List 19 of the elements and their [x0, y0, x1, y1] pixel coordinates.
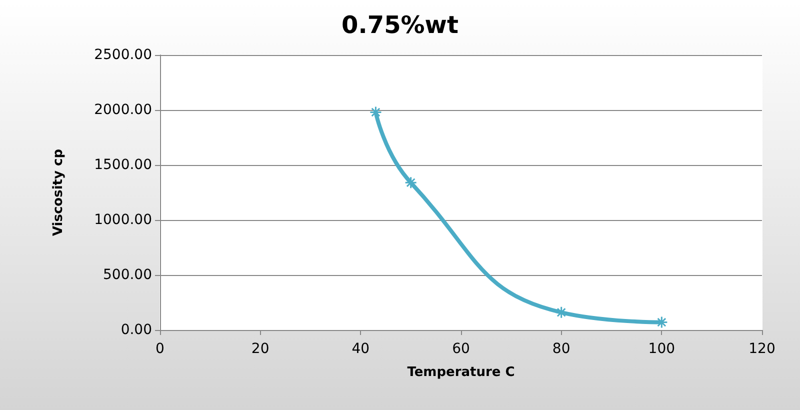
- x-tick-label: 100: [648, 341, 676, 357]
- x-axis-title: Temperature C: [407, 365, 515, 380]
- x-tick-label: 80: [552, 341, 570, 357]
- x-tick-label: 120: [748, 341, 776, 357]
- x-tick-label: 40: [352, 341, 370, 357]
- point: [369, 106, 382, 118]
- x-tick-label: 20: [251, 341, 270, 357]
- x-tick-label: 60: [452, 341, 470, 357]
- y-tick-label: 1500.00: [94, 157, 152, 173]
- y-tick-label: 2000.00: [94, 102, 152, 118]
- point: [555, 306, 568, 319]
- y-tick-label: 0.00: [120, 322, 152, 338]
- point: [404, 176, 418, 189]
- y-tick-label: 2500.00: [94, 47, 152, 63]
- chart-title: 0.75%wt: [342, 11, 458, 39]
- x-tick-label: 0: [156, 341, 164, 357]
- y-axis-title: Viscosity cp: [51, 148, 66, 236]
- y-tick-label: 500.00: [103, 267, 152, 283]
- y-tick-label: 1000.00: [94, 212, 152, 228]
